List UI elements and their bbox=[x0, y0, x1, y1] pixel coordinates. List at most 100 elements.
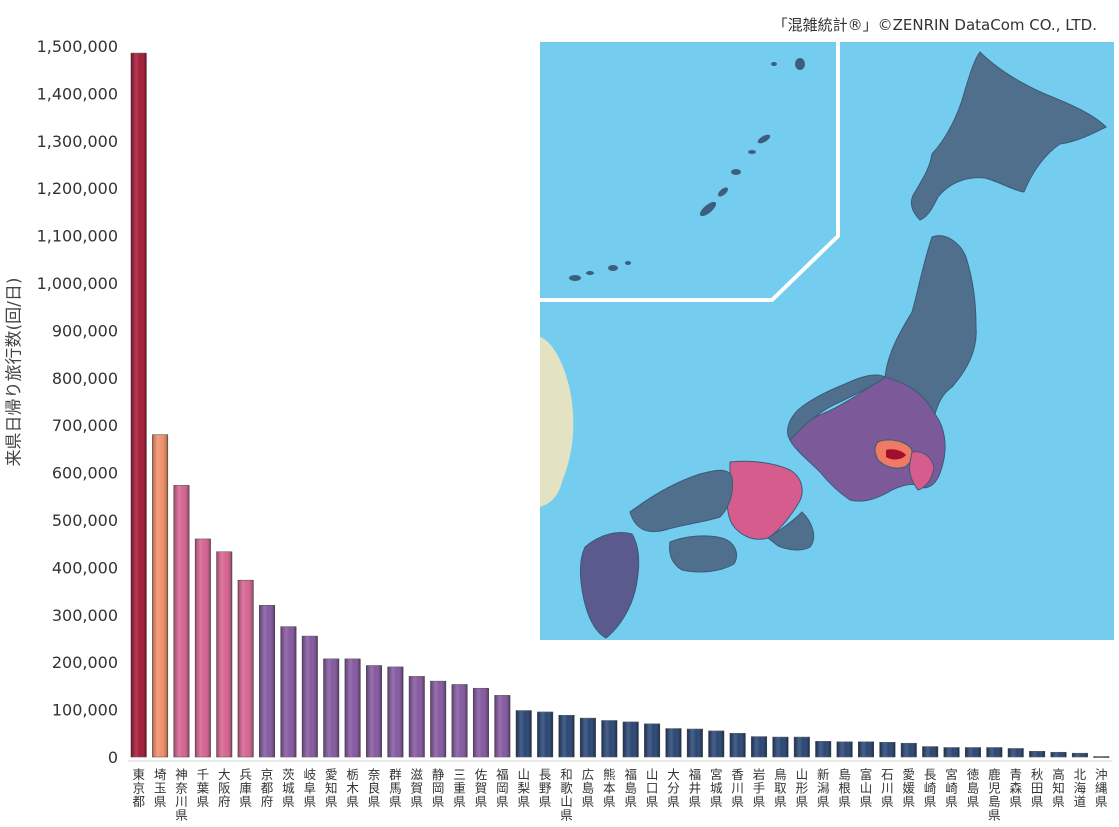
x-tick-label: 東京都 bbox=[132, 767, 145, 809]
x-tick-label: 熊本県 bbox=[603, 767, 616, 809]
x-tick-label: 山梨県 bbox=[517, 767, 530, 809]
y-tick-label: 1,400,000 bbox=[37, 84, 118, 103]
bar bbox=[622, 721, 639, 758]
bar-shade bbox=[259, 605, 275, 757]
x-tick-label: 和歌山県 bbox=[560, 767, 573, 823]
bar-shade bbox=[601, 720, 618, 757]
bar-shade bbox=[1008, 748, 1024, 757]
bar bbox=[472, 687, 489, 758]
bar-shade bbox=[1093, 756, 1110, 758]
x-tick-label: 沖縄県 bbox=[1095, 767, 1108, 809]
bar bbox=[879, 742, 896, 758]
bar-shade bbox=[558, 715, 575, 757]
y-tick-label: 1,200,000 bbox=[37, 179, 118, 198]
bar bbox=[365, 665, 383, 758]
bar-shade bbox=[687, 729, 703, 757]
copyright-credit: 「混雑統計®」©ZENRIN DataCom CO., LTD. bbox=[772, 16, 1097, 34]
bar-shade bbox=[836, 741, 853, 757]
x-tick-label: 群馬県 bbox=[389, 767, 402, 809]
y-tick-label: 1,300,000 bbox=[37, 132, 118, 151]
y-tick-label: 900,000 bbox=[52, 321, 118, 340]
bar bbox=[515, 710, 532, 758]
bar bbox=[644, 723, 661, 758]
bar bbox=[857, 741, 875, 758]
bar-shade bbox=[237, 580, 254, 757]
x-tick-label: 奈良県 bbox=[368, 767, 381, 809]
hokkaido bbox=[910, 51, 1107, 221]
y-tick-label: 700,000 bbox=[52, 416, 118, 435]
bar-shade bbox=[794, 737, 810, 757]
x-tick-label: 千葉県 bbox=[197, 767, 210, 809]
x-tick-label: 長崎県 bbox=[924, 767, 937, 809]
bar bbox=[815, 741, 832, 758]
x-tick-label: 徳島県 bbox=[967, 767, 980, 809]
bar bbox=[1007, 748, 1024, 758]
x-tick-label: 栃木県 bbox=[346, 767, 359, 809]
bar bbox=[387, 666, 404, 758]
bar-shade bbox=[430, 681, 446, 757]
y-tick-label: 200,000 bbox=[52, 653, 118, 672]
bar-shade bbox=[537, 711, 553, 757]
bar bbox=[430, 680, 447, 758]
bar-shade bbox=[344, 658, 361, 757]
y-tick-label: 600,000 bbox=[52, 464, 118, 483]
bar-shade bbox=[943, 747, 960, 757]
kinki bbox=[726, 460, 803, 540]
x-tick-label: 秋田県 bbox=[1031, 767, 1044, 809]
bar bbox=[751, 736, 768, 758]
tohoku bbox=[884, 235, 977, 415]
x-tick-label: 富山県 bbox=[860, 767, 873, 809]
x-tick-label: 大阪府 bbox=[218, 767, 231, 809]
bar-shade bbox=[708, 730, 724, 757]
x-tick-label: 石川県 bbox=[881, 767, 894, 809]
bar bbox=[451, 684, 468, 758]
x-tick-label: 京都府 bbox=[261, 767, 274, 809]
bar-shade bbox=[986, 747, 1003, 757]
x-tick-label: 島根県 bbox=[838, 767, 851, 809]
bar-shade bbox=[516, 710, 532, 757]
x-tick-label: 福井県 bbox=[689, 767, 702, 809]
x-tick-label: 神奈川県 bbox=[175, 767, 188, 823]
bar bbox=[836, 741, 853, 758]
bar-shade bbox=[280, 626, 297, 757]
bar-shade bbox=[216, 551, 232, 757]
bar bbox=[943, 747, 960, 758]
bar-shade bbox=[473, 688, 489, 757]
bar bbox=[537, 711, 554, 758]
bar bbox=[1050, 751, 1067, 758]
x-tick-label: 福島県 bbox=[624, 767, 637, 809]
x-tick-label: 鹿児島県 bbox=[988, 767, 1001, 823]
bar bbox=[1093, 756, 1110, 758]
bar-shade bbox=[366, 665, 382, 757]
y-axis-title: 来県日帰り旅行数(回/日) bbox=[4, 277, 25, 467]
y-axis-label: 来県日帰り旅行数(回/日) bbox=[0, 278, 25, 467]
bar bbox=[408, 676, 425, 758]
bar-shade bbox=[302, 636, 318, 757]
kyushu bbox=[579, 532, 640, 639]
x-tick-label: 埼玉県 bbox=[154, 767, 167, 809]
bar-shade bbox=[130, 53, 147, 758]
bar bbox=[964, 747, 981, 758]
bar bbox=[323, 658, 340, 758]
bar bbox=[301, 635, 318, 758]
bar bbox=[900, 742, 917, 758]
tokyo-highlight bbox=[886, 449, 906, 460]
bar-shade bbox=[729, 733, 746, 757]
x-tick-label: 山形県 bbox=[796, 767, 809, 809]
bar-shade bbox=[858, 741, 874, 757]
bar-shade bbox=[644, 723, 660, 757]
x-tick-label: 香川県 bbox=[731, 767, 744, 809]
bar bbox=[237, 579, 254, 758]
bar bbox=[216, 551, 233, 758]
bars bbox=[130, 52, 1110, 758]
x-tick-label: 北海道 bbox=[1074, 767, 1087, 809]
bar bbox=[579, 717, 596, 758]
shikoku bbox=[669, 535, 737, 573]
japan-choropleth-map bbox=[540, 42, 1114, 640]
bar bbox=[1071, 752, 1088, 758]
continent-landmass bbox=[540, 337, 574, 507]
bar-shade bbox=[772, 737, 789, 757]
bar bbox=[686, 728, 703, 758]
bar bbox=[152, 434, 169, 758]
